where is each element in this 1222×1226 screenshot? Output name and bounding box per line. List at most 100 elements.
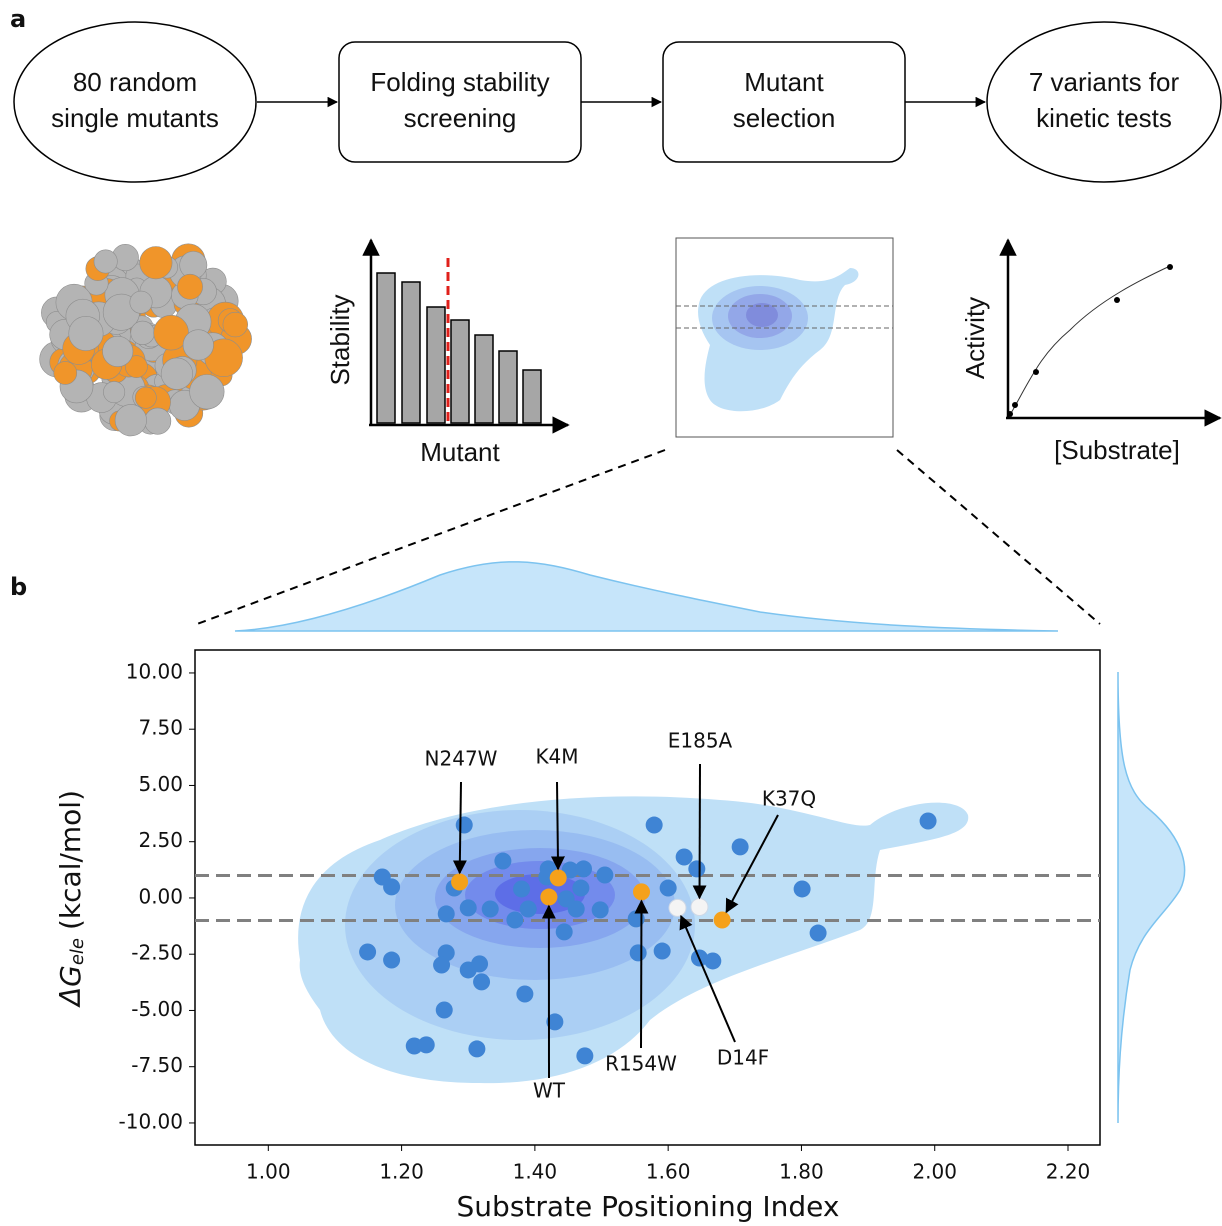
point [481,900,499,918]
point [555,923,573,941]
protein-atom [182,329,214,361]
right-kde [1117,671,1186,1124]
point [513,880,531,898]
highlight-point [633,883,651,901]
point [596,866,614,884]
y-label-unit: (kcal/mol) [54,790,87,930]
point [437,905,455,923]
y-tick-label: 0.00 [138,884,183,908]
x-tick-label: 2.00 [912,1160,957,1184]
point [383,878,401,896]
y-tick-label: -2.50 [131,941,183,965]
annotation-label: N247W [425,747,498,771]
y-tick-label: 2.50 [138,828,183,852]
point [591,901,609,919]
y-tick-label: 7.50 [138,716,183,740]
protein-atom [139,246,173,280]
protein-atom [222,311,248,338]
x-tick-label: 1.60 [646,1160,691,1184]
protein-atom [114,404,147,437]
point [561,861,579,879]
point [645,816,663,834]
node-label: 7 variants for [1029,67,1180,97]
protein-atom [53,361,78,385]
point [704,952,722,970]
point [435,1001,453,1019]
node-label: selection [733,103,836,133]
node-label: 80 random [73,67,197,97]
point [731,838,749,856]
point [359,943,377,961]
density-contours [298,796,969,1084]
x-tick-label: 1.80 [779,1160,824,1184]
node-label: screening [404,103,517,133]
protein-atom [93,249,118,274]
point [546,1013,564,1031]
node-label: Folding stability [370,67,549,97]
icon-label: Stability [325,294,355,385]
protein-atom [177,273,203,300]
point [688,860,706,878]
annotation-label: R154W [605,1052,677,1076]
point [468,1040,486,1058]
annotation-label: WT [533,1079,566,1103]
y-tick-label: -10.00 [119,1109,183,1133]
node-label: kinetic tests [1036,103,1172,133]
icon-label: Mutant [420,437,500,467]
highlight-point [451,873,469,891]
zoom-lines [196,449,1101,625]
node-label: Mutant [744,67,824,97]
annotation-arrow [725,814,779,914]
point [494,852,512,870]
point [506,911,524,929]
point [519,900,537,918]
y-label-sub: ele [67,938,88,965]
protein-atom [125,355,148,378]
annotation-label: D14F [717,1046,769,1070]
point [567,900,585,918]
protein-atom [153,314,189,351]
point [919,812,937,830]
point [576,1047,594,1065]
highlight-point [690,897,709,916]
highlight-point [668,898,687,917]
protein-atom [134,386,157,409]
icon-label: Activity [960,297,990,379]
point [473,973,491,991]
x-tick-label: 1.00 [246,1160,291,1184]
x-axis-label: Substrate Positioning Index [457,1190,840,1223]
y-axis-label: ΔGele (kcal/mol) [54,790,88,1008]
x-tick-label: 1.40 [513,1160,558,1184]
y-tick-label: -7.50 [131,1053,183,1077]
protein-icon [39,243,252,437]
annotation-label: K37Q [762,787,816,811]
y-label-main: ΔG [54,965,87,1008]
annotation-arrow [452,781,467,875]
highlight-point [540,888,558,906]
density-icon [675,237,894,438]
point [455,816,473,834]
highlight-point [549,869,567,887]
point [629,944,647,962]
point [459,899,477,917]
activity-icon: Activity [Substrate] [960,238,1222,465]
x-tick-label: 2.20 [1046,1160,1091,1184]
top-kde [234,561,1059,632]
annotation-label: E185A [668,729,733,753]
point [659,879,677,897]
highlight-point [713,911,731,929]
stability-icon: Stability Mutant [325,238,570,467]
protein-atom [103,381,126,404]
point [417,1036,435,1054]
point [675,848,693,866]
point [433,956,451,974]
protein-atom [129,290,153,314]
point [809,924,827,942]
point [572,879,590,897]
x-tick-label: 1.20 [379,1160,424,1184]
node-label: single mutants [51,103,219,133]
point [653,942,671,960]
panel-label: b [10,573,27,601]
point [793,880,811,898]
